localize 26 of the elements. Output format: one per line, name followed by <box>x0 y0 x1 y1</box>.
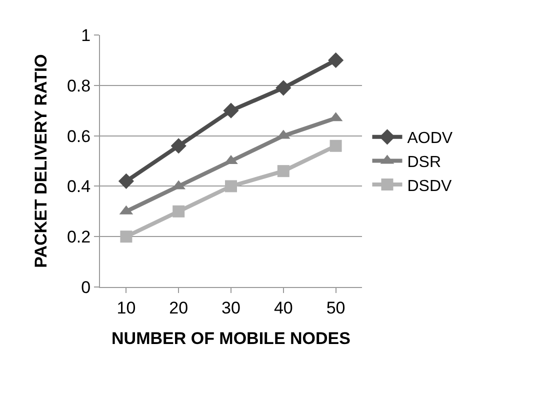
x-tick-label: 10 <box>116 298 136 318</box>
point <box>172 205 185 218</box>
point <box>225 180 237 192</box>
point <box>120 230 132 243</box>
point <box>277 165 290 178</box>
point <box>223 102 239 118</box>
y-tick-label: 0.2 <box>66 228 91 247</box>
x-tick-label: 20 <box>169 298 188 318</box>
y-tick-label: 0.8 <box>66 76 91 96</box>
legend-label: AODV <box>407 130 453 148</box>
x-axis-title: NUMBER OF MOBILE NODES <box>112 328 350 348</box>
point <box>328 52 344 68</box>
y-tick-label: 1 <box>81 26 91 45</box>
legend-label: DSDV <box>407 178 452 195</box>
point <box>118 173 134 189</box>
point <box>276 80 292 96</box>
legend-label: DSR <box>407 154 442 171</box>
point <box>170 138 186 154</box>
y-tick-label: 0.6 <box>66 126 91 146</box>
y-axis-title: PACKET DELIVERY RATIO <box>32 54 51 268</box>
x-tick-label: 50 <box>326 298 346 318</box>
y-tick-label: 0 <box>81 278 91 297</box>
point <box>330 140 342 152</box>
x-tick-label: 40 <box>274 298 293 318</box>
x-tick-label: 30 <box>222 298 240 318</box>
y-tick-label: 0.4 <box>66 177 91 196</box>
